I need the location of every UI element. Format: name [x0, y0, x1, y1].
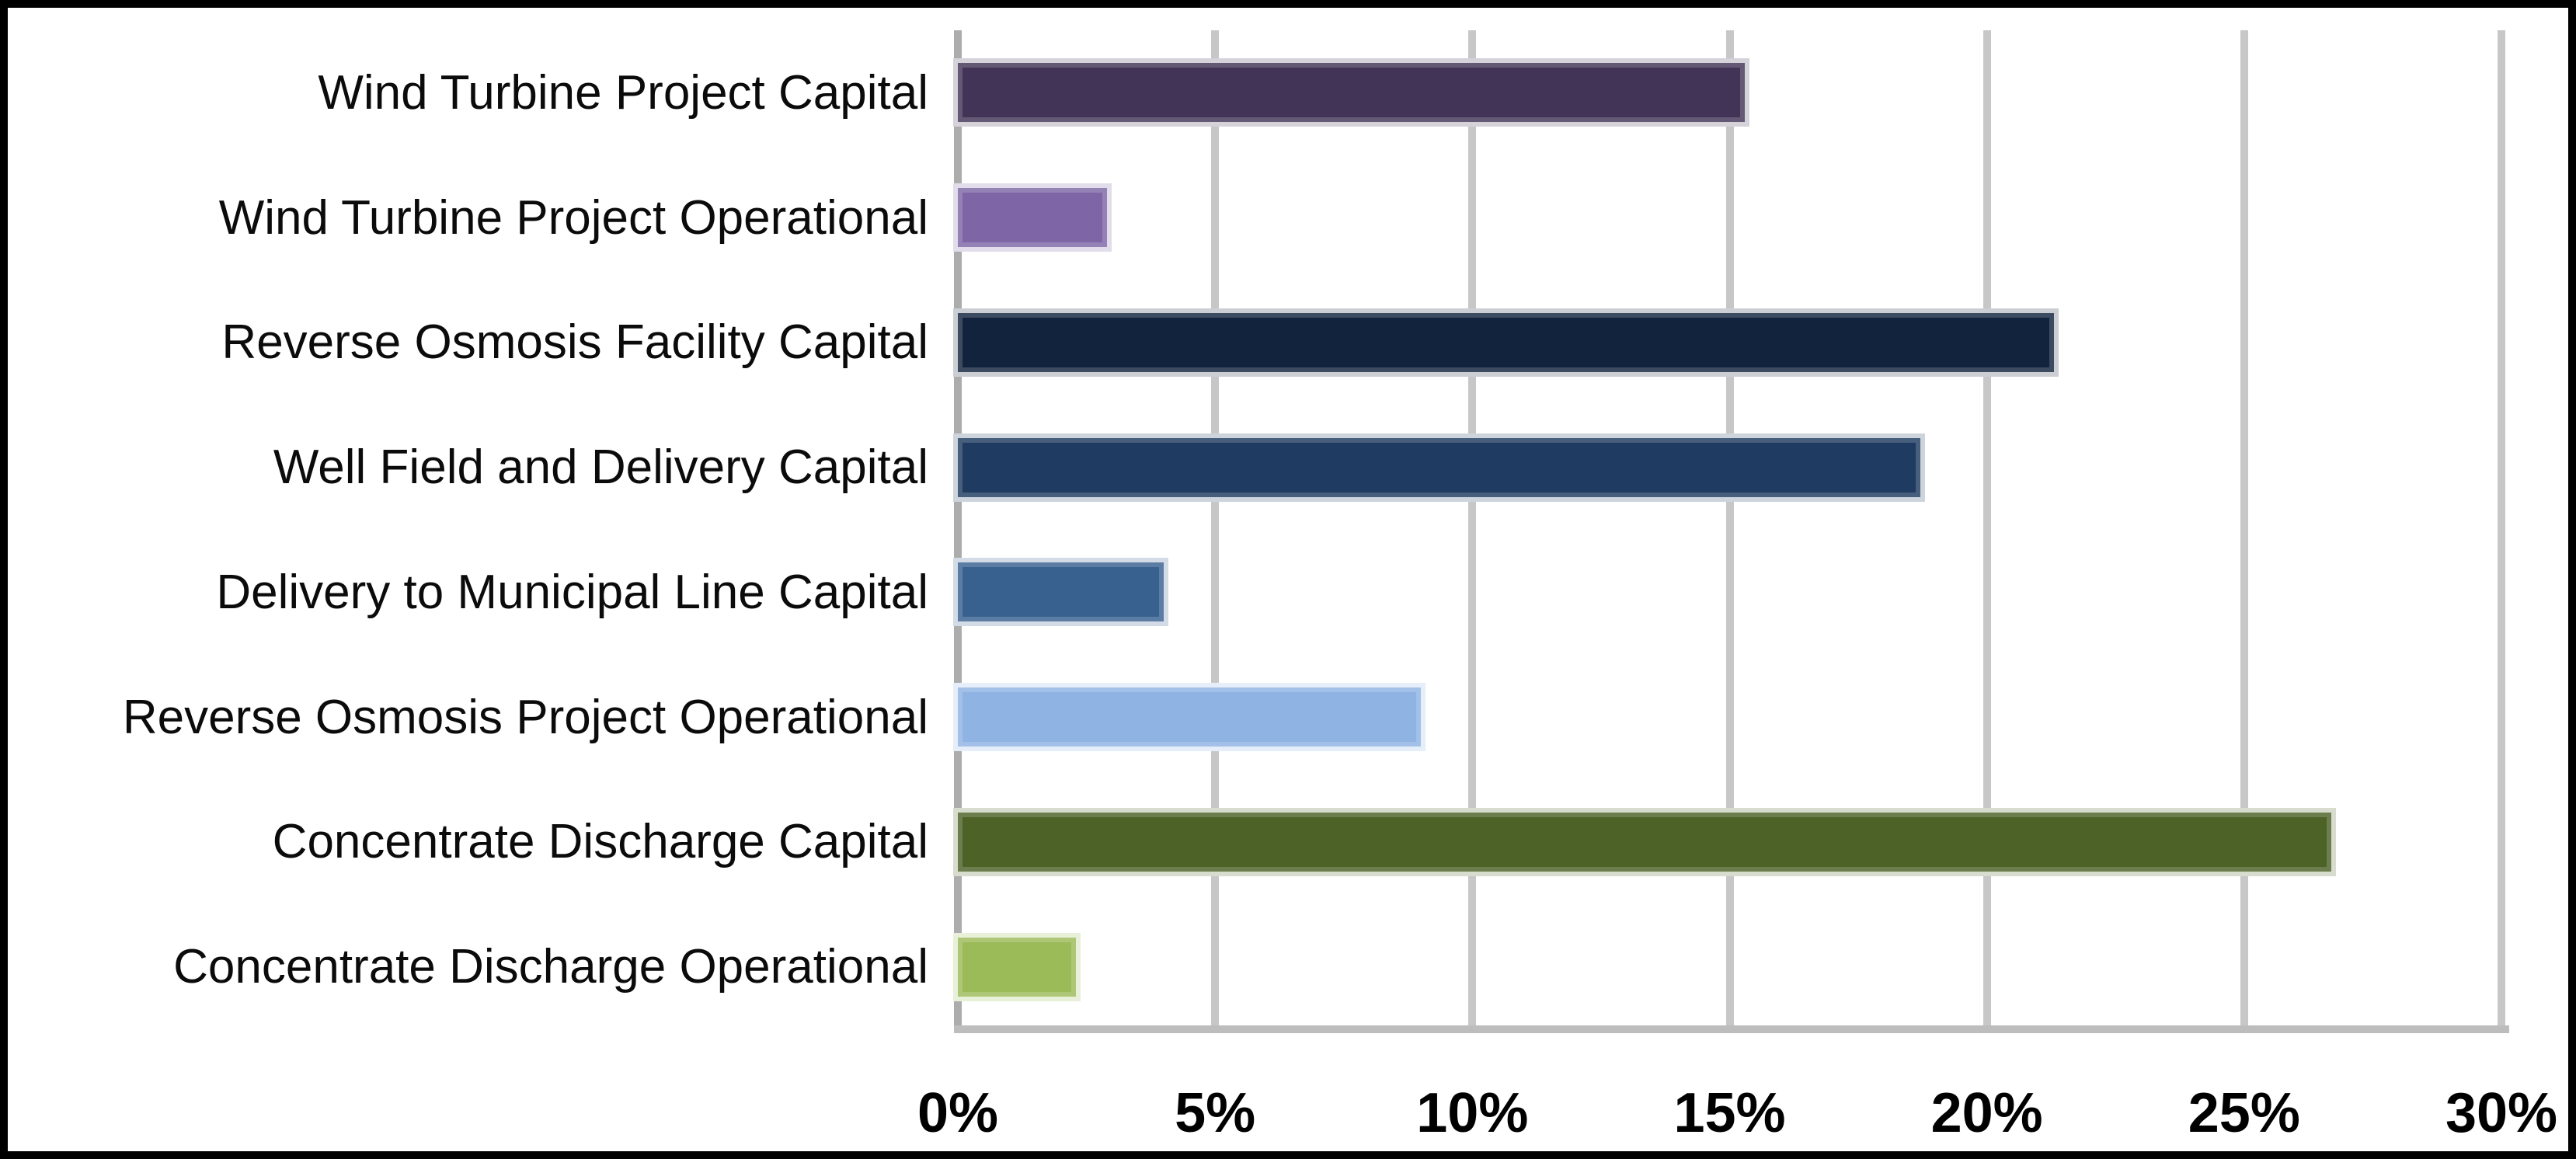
- gridline: [1468, 30, 1477, 1029]
- x-tick-label: 25%: [2188, 1082, 2300, 1144]
- category-label: Reverse Osmosis Project Operational: [122, 690, 928, 744]
- category-label: Wind Turbine Project Operational: [218, 190, 928, 245]
- x-tick-label: 20%: [1930, 1082, 2043, 1144]
- gridline: [2498, 30, 2505, 1029]
- bar-reverse-osmosis-project-operational: [958, 687, 1422, 747]
- bar-concentrate-discharge-operational: [958, 937, 1077, 997]
- gridline: [1211, 30, 1220, 1029]
- category-label: Reverse Osmosis Facility Capital: [221, 315, 928, 370]
- gridline: [1982, 30, 1991, 1029]
- bar-reverse-osmosis-facility-capital: [958, 312, 2054, 372]
- bar-wind-turbine-project-operational: [958, 188, 1108, 248]
- bar-concentrate-discharge-capital: [958, 812, 2332, 872]
- gridline: [2240, 30, 2248, 1029]
- zero-axis-gridline: [954, 30, 962, 1029]
- category-label: Delivery to Municipal Line Capital: [216, 565, 928, 619]
- bar-well-field-and-delivery-capital: [958, 437, 1920, 497]
- x-tick-label: 5%: [1175, 1082, 1256, 1144]
- x-tick-label: 30%: [2445, 1082, 2558, 1144]
- x-tick-label: 0%: [917, 1082, 999, 1144]
- x-tick-label: 15%: [1673, 1082, 1786, 1144]
- bar-wind-turbine-project-capital: [958, 63, 1746, 123]
- category-axis-labels: Wind Turbine Project Capital Wind Turbine…: [16, 30, 928, 1029]
- x-axis-line: [954, 1025, 2509, 1033]
- category-label: Well Field and Delivery Capital: [273, 440, 928, 495]
- category-label: Concentrate Discharge Capital: [272, 815, 928, 869]
- x-tick-label: 10%: [1416, 1082, 1529, 1144]
- x-axis-tick-labels: 0% 5% 10% 15% 20% 25% 30%: [0, 1081, 2576, 1151]
- gridline: [1725, 30, 1734, 1029]
- bar-delivery-to-municipal-line-capital: [958, 562, 1164, 622]
- plot-area: [954, 30, 2505, 1029]
- category-label: Concentrate Discharge Operational: [173, 940, 928, 994]
- category-label: Wind Turbine Project Capital: [318, 65, 928, 120]
